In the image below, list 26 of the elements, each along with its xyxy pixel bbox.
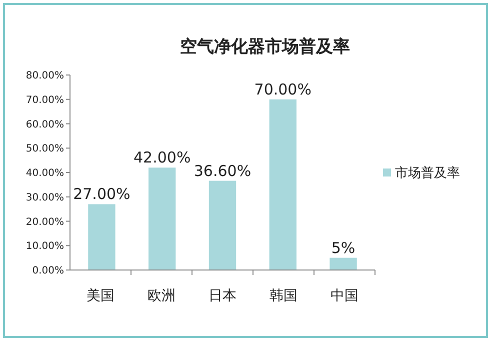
- y-tick-label: 10.00%: [26, 241, 64, 252]
- y-tick-label: 70.00%: [26, 94, 64, 106]
- bar: [330, 258, 357, 270]
- bar: [148, 168, 176, 270]
- x-tick-label: 美国: [86, 288, 114, 304]
- legend-label: 市场普及率: [395, 165, 460, 182]
- y-tick-label: 20.00%: [26, 216, 64, 228]
- y-tick-label: 80.00%: [26, 70, 64, 82]
- bar: [88, 204, 116, 270]
- data-label: 42.00%: [134, 148, 191, 167]
- x-tick-label: 韩国: [270, 288, 298, 304]
- data-label: 70.00%: [254, 80, 312, 98]
- y-tick-label: 40.00%: [26, 168, 64, 179]
- bar: [269, 99, 296, 270]
- data-label: 27.00%: [73, 185, 130, 204]
- y-tick-label: 30.00%: [26, 192, 64, 204]
- chart-title: 空气净化器市场普及率: [180, 36, 350, 57]
- data-label: 36.60%: [194, 162, 252, 180]
- x-tick-label: 日本: [208, 288, 236, 304]
- y-tick-label: 0.00%: [32, 266, 64, 276]
- y-tick-label: 50.00%: [26, 144, 64, 155]
- x-tick-label: 中国: [330, 288, 358, 304]
- data-label: 5%: [331, 238, 356, 257]
- y-tick-label: 60.00%: [26, 119, 64, 130]
- bar: [208, 180, 236, 270]
- x-tick-label: 欧洲: [148, 288, 176, 304]
